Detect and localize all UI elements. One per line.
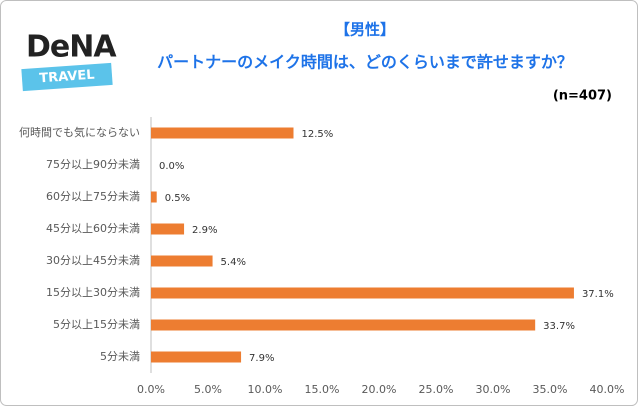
y-tick-label: 5分未満 bbox=[100, 350, 140, 363]
bar bbox=[151, 223, 185, 235]
y-tick-label: 60分以上75分未満 bbox=[46, 190, 140, 203]
sample-note: (n=407) bbox=[553, 89, 612, 104]
logo: DeNA TRAVEL bbox=[21, 30, 118, 92]
y-tick-label: 45分以上60分未満 bbox=[46, 222, 140, 235]
bar bbox=[151, 351, 242, 363]
x-tick-label: 0.0% bbox=[137, 383, 165, 396]
bar bbox=[151, 255, 213, 267]
x-tick-label: 5.0% bbox=[194, 383, 222, 396]
y-tick-label: 15分以上30分未満 bbox=[46, 286, 140, 299]
logo-band bbox=[21, 62, 113, 92]
value-label: 0.5% bbox=[165, 193, 190, 204]
bar bbox=[151, 287, 574, 299]
value-label: 0.0% bbox=[159, 161, 184, 172]
chart-title: 【男性】 bbox=[335, 21, 395, 39]
value-label: 12.5% bbox=[302, 129, 334, 140]
value-label: 2.9% bbox=[192, 225, 217, 236]
x-tick-label: 25.0% bbox=[419, 383, 454, 396]
x-tick-label: 15.0% bbox=[305, 383, 340, 396]
bar bbox=[151, 127, 294, 139]
y-tick-label: 5分以上15分未満 bbox=[53, 318, 140, 331]
value-label: 33.7% bbox=[543, 321, 575, 332]
x-tick-label: 10.0% bbox=[248, 383, 283, 396]
bar bbox=[151, 319, 536, 331]
logo-brand: DeNA bbox=[26, 30, 117, 65]
y-tick-label: 30分以上45分未満 bbox=[46, 254, 140, 267]
value-label: 7.9% bbox=[249, 353, 274, 364]
bar bbox=[151, 191, 157, 203]
value-label: 5.4% bbox=[221, 257, 246, 268]
chart-subtitle: パートナーのメイク時間は、どのくらいまで許せますか？ bbox=[157, 53, 573, 72]
x-tick-label: 35.0% bbox=[533, 383, 568, 396]
x-tick-label: 30.0% bbox=[476, 383, 511, 396]
x-tick-label: 40.0% bbox=[590, 383, 625, 396]
value-label: 37.1% bbox=[582, 289, 614, 300]
x-tick-label: 20.0% bbox=[362, 383, 397, 396]
y-tick-label: 75分以上90分未満 bbox=[46, 158, 140, 171]
logo-sub: TRAVEL bbox=[39, 68, 95, 87]
y-tick-label: 何時間でも気にならない bbox=[19, 125, 140, 139]
